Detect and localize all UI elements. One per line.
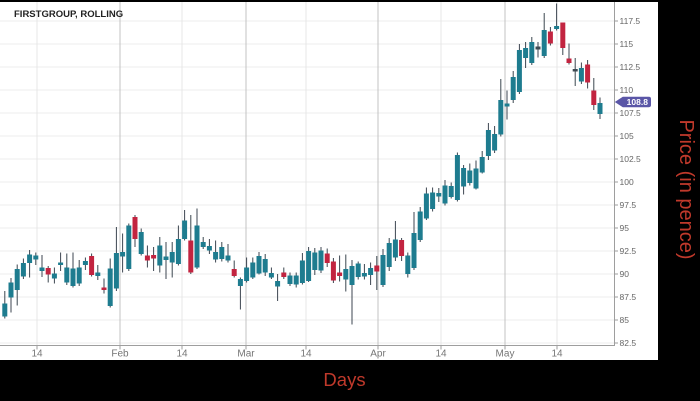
svg-text:14: 14 bbox=[435, 349, 447, 360]
svg-text:90: 90 bbox=[620, 269, 630, 279]
svg-text:108.8: 108.8 bbox=[627, 97, 649, 107]
svg-text:14: 14 bbox=[176, 349, 188, 360]
svg-text:FIRSTGROUP, ROLLING: FIRSTGROUP, ROLLING bbox=[14, 9, 123, 20]
svg-text:92.5: 92.5 bbox=[620, 246, 637, 256]
svg-text:82.5: 82.5 bbox=[620, 338, 637, 348]
svg-text:97.5: 97.5 bbox=[620, 200, 637, 210]
svg-text:107.5: 107.5 bbox=[620, 108, 642, 118]
svg-text:Feb: Feb bbox=[111, 349, 129, 360]
svg-text:14: 14 bbox=[31, 349, 43, 360]
svg-text:110: 110 bbox=[620, 85, 634, 95]
svg-text:14: 14 bbox=[551, 349, 563, 360]
svg-text:87.5: 87.5 bbox=[620, 292, 637, 302]
svg-text:Mar: Mar bbox=[237, 349, 255, 360]
svg-text:May: May bbox=[496, 349, 515, 360]
svg-text:85: 85 bbox=[620, 315, 630, 325]
svg-text:100: 100 bbox=[620, 177, 634, 187]
svg-text:95: 95 bbox=[620, 223, 630, 233]
svg-text:Apr: Apr bbox=[370, 349, 386, 360]
svg-text:112.5: 112.5 bbox=[620, 62, 641, 72]
svg-text:102.5: 102.5 bbox=[620, 154, 642, 164]
svg-text:117.5: 117.5 bbox=[620, 16, 641, 26]
svg-text:105: 105 bbox=[620, 131, 634, 141]
svg-text:115: 115 bbox=[620, 39, 634, 49]
svg-text:14: 14 bbox=[300, 349, 312, 360]
